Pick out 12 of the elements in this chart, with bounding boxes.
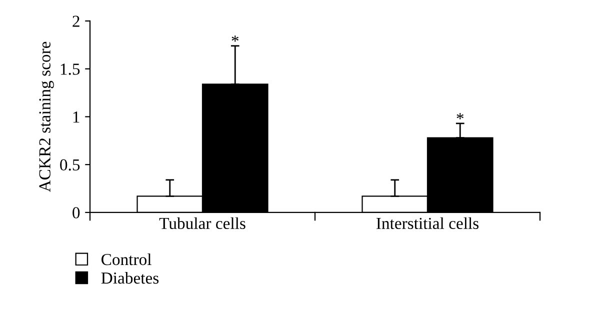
annotation: * <box>456 113 464 120</box>
y-tick-label: 2 <box>72 16 80 27</box>
y-tick-label: 1 <box>73 111 80 122</box>
y-tick-label: 1.5 <box>60 64 80 75</box>
annotation: * <box>232 36 238 42</box>
legend-label: Control <box>102 253 152 266</box>
y-tick-label: 0 <box>72 207 80 218</box>
legend-label: Diabetes <box>101 272 159 284</box>
x-tick-label: Interstitial cells <box>376 217 478 230</box>
y-axis-title: ACKR2 staining score <box>39 42 54 192</box>
x-tick-label: Tubular cells <box>159 217 246 230</box>
y-tick-label: 0.5 <box>60 159 80 171</box>
